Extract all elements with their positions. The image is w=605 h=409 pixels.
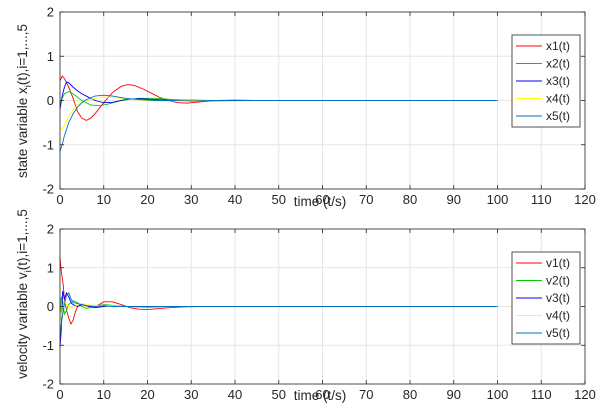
velocity-ytick-label: 2 <box>47 222 54 237</box>
velocity-legend-label-5: v5(t) <box>546 326 570 340</box>
velocity-xtick-label: 40 <box>228 387 242 402</box>
velocity-ytick-label: 0 <box>47 299 54 314</box>
velocity-legend-label-3: v3(t) <box>546 291 570 305</box>
velocity-xtick-label: 30 <box>184 387 198 402</box>
state-ylabel-rest: (t),i=1,...,5 <box>15 24 30 85</box>
state-xtick-label: 80 <box>403 192 417 207</box>
velocity-xtick-label: 0 <box>56 387 63 402</box>
state-xtick-label: 20 <box>140 192 154 207</box>
state-legend-label-5: x5(t) <box>546 109 570 123</box>
state-legend-label-3: x3(t) <box>546 74 570 88</box>
state-legend-label-1: x1(t) <box>546 39 570 53</box>
state-chart: state variable xi(t),i=1,...,5 time (t/s… <box>15 5 596 210</box>
velocity-legend-label-4: v4(t) <box>546 309 570 323</box>
velocity-ylabel-main: velocity variable v <box>15 272 30 379</box>
state-xtick-label: 90 <box>447 192 461 207</box>
velocity-ytick-label: 1 <box>47 260 54 275</box>
velocity-xtick-label: 60 <box>315 387 329 402</box>
velocity-ytick-label: -2 <box>42 377 54 392</box>
velocity-xtick-label: 20 <box>140 387 154 402</box>
state-xtick-label: 100 <box>487 192 509 207</box>
state-legend-label-2: x2(t) <box>546 57 570 71</box>
velocity-xtick-label: 80 <box>403 387 417 402</box>
velocity-xtick-label: 70 <box>359 387 373 402</box>
state-xtick-label: 30 <box>184 192 198 207</box>
velocity-chart-ylabel: velocity variable vi(t),i=1,...,5 <box>15 209 34 379</box>
state-legend: x1(t) x2(t) x3(t) x4(t) x5(t) <box>511 34 581 128</box>
state-ytick-label: -1 <box>42 137 54 152</box>
velocity-xtick-label: 110 <box>531 387 552 402</box>
state-xtick-label: 40 <box>228 192 242 207</box>
state-legend-label-4: x4(t) <box>546 92 570 106</box>
state-ytick-label: 0 <box>47 93 54 108</box>
state-xtick-label: 60 <box>315 192 329 207</box>
state-series-line-5 <box>59 94 498 152</box>
velocity-legend-label-2: v2(t) <box>546 274 570 288</box>
state-ytick-label: 2 <box>47 5 54 20</box>
velocity-xtick-label: 120 <box>574 387 596 402</box>
velocity-legend-label-1: v1(t) <box>546 256 570 270</box>
velocity-legend: v1(t) v2(t) v3(t) v4(t) v5(t) <box>511 251 581 345</box>
velocity-ytick-label: -1 <box>42 338 54 353</box>
velocity-series-line-5 <box>59 292 498 336</box>
state-chart-xlabel: time (t/s) <box>294 194 347 209</box>
state-xtick-label: 120 <box>574 192 596 207</box>
velocity-ylabel-rest: (t),i=1,...,5 <box>15 209 30 270</box>
velocity-xtick-label: 90 <box>447 387 461 402</box>
state-xtick-label: 0 <box>56 192 63 207</box>
velocity-xtick-label: 100 <box>487 387 509 402</box>
state-ylabel-main: state variable x <box>15 87 30 178</box>
state-xtick-label: 110 <box>531 192 552 207</box>
state-chart-ylabel: state variable xi(t),i=1,...,5 <box>15 24 34 178</box>
state-xtick-label: 70 <box>359 192 373 207</box>
velocity-ylabel-subscript: i <box>23 270 34 272</box>
velocity-xtick-label: 50 <box>272 387 286 402</box>
velocity-chart-xlabel: time (t/s) <box>294 388 347 403</box>
state-ylabel-subscript: i <box>23 85 34 87</box>
state-ytick-label: -2 <box>42 182 54 197</box>
state-ytick-label: 1 <box>47 49 54 64</box>
state-xtick-label: 10 <box>97 192 111 207</box>
velocity-chart: velocity variable vi(t),i=1,...,5 time (… <box>15 209 596 403</box>
state-xtick-label: 50 <box>272 192 286 207</box>
velocity-xtick-label: 10 <box>97 387 111 402</box>
